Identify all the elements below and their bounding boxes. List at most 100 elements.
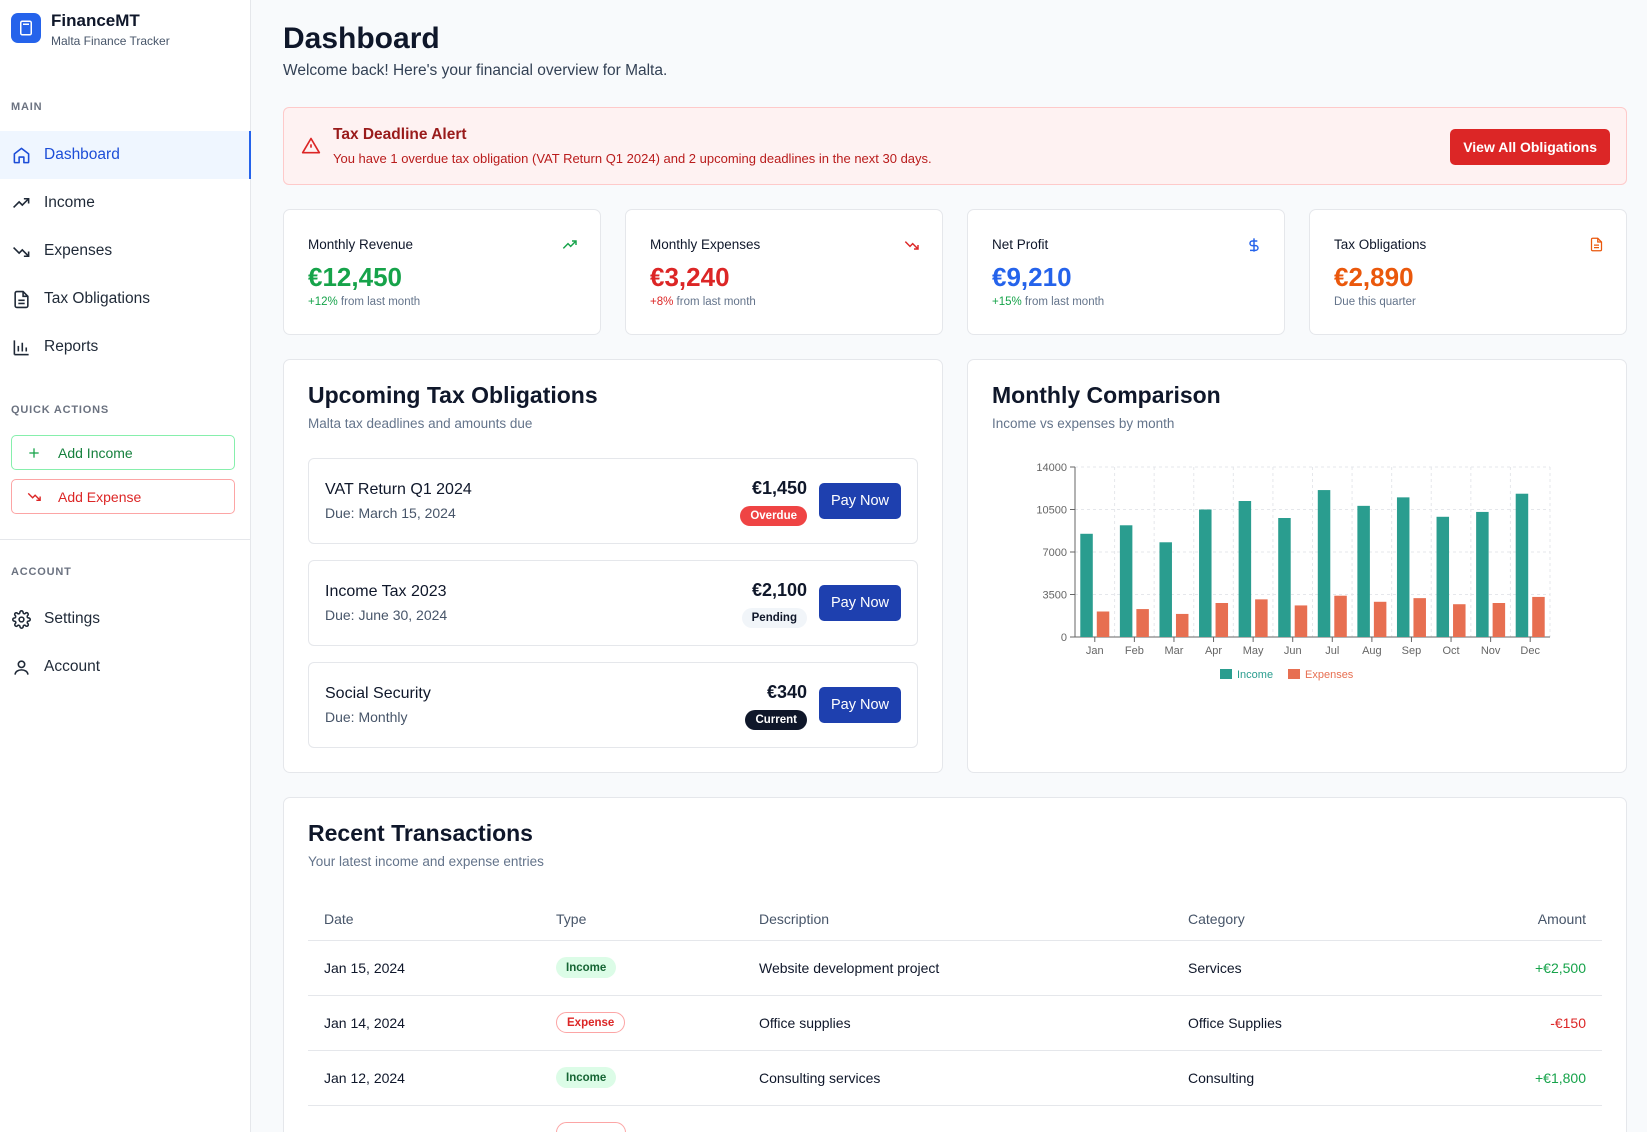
- obligation-amount: €2,100: [751, 580, 807, 600]
- status-badge: Current: [745, 710, 807, 730]
- sidebar-item-tax-obligations[interactable]: Tax Obligations: [0, 275, 251, 323]
- tx-date: Jan 15, 2024: [324, 960, 405, 976]
- nav-section-quick-actions: QUICK ACTIONS: [11, 404, 109, 416]
- x-tick-label: Oct: [1442, 645, 1459, 657]
- brand[interactable]: FinanceMT Malta Finance Tracker: [11, 11, 170, 48]
- table-row[interactable]: [308, 1106, 1602, 1132]
- bar-income: [1238, 501, 1252, 637]
- bar-income: [1476, 511, 1489, 637]
- pay-now-button[interactable]: Pay Now: [819, 585, 901, 621]
- alert-text: You have 1 overdue tax obligation (VAT R…: [333, 151, 932, 166]
- bar-income: [1199, 509, 1212, 637]
- pay-now-button[interactable]: Pay Now: [819, 483, 901, 519]
- bar-income: [1396, 497, 1410, 637]
- upcoming-tax-obligations-card: Upcoming Tax Obligations Malta tax deadl…: [283, 359, 943, 773]
- tx-category: Office Supplies: [1188, 1015, 1282, 1031]
- tx-amount: -€150: [1550, 1015, 1586, 1031]
- sidebar-item-expenses[interactable]: Expenses: [0, 227, 251, 275]
- stat-label: Monthly Expenses: [650, 237, 761, 252]
- stat-card-net-profit: Net Profit €9,210 +15% from last month: [967, 209, 1285, 335]
- card-subtitle: Income vs expenses by month: [992, 416, 1175, 431]
- column-header-category[interactable]: Category: [1188, 911, 1245, 927]
- legend-label: Income: [1237, 669, 1273, 681]
- y-tick-label: 7000: [1043, 547, 1067, 559]
- bar-income: [1159, 542, 1172, 637]
- bar-income: [1278, 518, 1291, 637]
- tx-category: Services: [1188, 960, 1242, 976]
- card-subtitle: Your latest income and expense entries: [308, 854, 544, 869]
- stat-label: Tax Obligations: [1334, 237, 1427, 252]
- table-row[interactable]: Jan 15, 2024 Income Website development …: [308, 941, 1602, 996]
- document-icon: [1589, 237, 1604, 257]
- sidebar-item-income[interactable]: Income: [0, 179, 251, 227]
- nav-section-main: MAIN: [11, 101, 43, 113]
- status-badge: Overdue: [740, 506, 807, 526]
- bar-income: [1515, 493, 1529, 637]
- bar-income: [1357, 505, 1370, 637]
- legend-swatch: [1288, 669, 1300, 679]
- stat-card-tax-obligations: Tax Obligations €2,890 Due this quarter: [1309, 209, 1627, 335]
- x-tick-label: Jan: [1086, 645, 1104, 657]
- y-tick-label: 14000: [1036, 462, 1067, 474]
- pay-now-button[interactable]: Pay Now: [819, 687, 901, 723]
- sidebar-item-label: Settings: [44, 610, 101, 627]
- card-subtitle: Malta tax deadlines and amounts due: [308, 416, 533, 431]
- x-tick-label: Dec: [1520, 645, 1540, 657]
- tx-description: Website development project: [759, 960, 940, 976]
- table-row[interactable]: Jan 12, 2024 Income Consulting services …: [308, 1051, 1602, 1106]
- stat-label: Net Profit: [992, 237, 1049, 252]
- sidebar-item-label: Income: [44, 194, 95, 211]
- x-tick-label: Jul: [1325, 645, 1339, 657]
- sidebar-item-settings[interactable]: Settings: [0, 595, 251, 643]
- bar-expenses: [1453, 604, 1466, 637]
- stat-note: Due this quarter: [1334, 296, 1416, 308]
- warning-icon: [301, 136, 321, 161]
- x-tick-label: Aug: [1362, 645, 1382, 657]
- tax-deadline-alert: Tax Deadline Alert You have 1 overdue ta…: [283, 107, 1627, 185]
- card-title: Monthly Comparison: [992, 382, 1221, 408]
- tx-amount: +€2,500: [1535, 960, 1586, 976]
- card-title: Upcoming Tax Obligations: [308, 382, 598, 408]
- calculator-icon: [11, 13, 41, 43]
- column-header-date[interactable]: Date: [324, 911, 354, 927]
- stat-value: €2,890: [1334, 262, 1414, 292]
- bar-income: [1119, 525, 1133, 637]
- sidebar-item-dashboard[interactable]: Dashboard: [0, 131, 251, 179]
- x-tick-label: May: [1243, 645, 1264, 657]
- bar-income: [1317, 490, 1331, 637]
- monthly-comparison-card: Monthly Comparison Income vs expenses by…: [967, 359, 1627, 773]
- bar-expenses: [1175, 613, 1189, 637]
- user-icon: [11, 657, 31, 677]
- obligation-due: Due: March 15, 2024: [325, 505, 456, 521]
- gear-icon: [11, 609, 31, 629]
- column-header-description[interactable]: Description: [759, 911, 830, 927]
- tx-description: Office supplies: [759, 1015, 851, 1031]
- table-row[interactable]: Jan 14, 2024 Expense Office supplies Off…: [308, 996, 1602, 1051]
- bar-expenses: [1096, 611, 1110, 637]
- page-title: Dashboard: [283, 22, 440, 55]
- stat-card-monthly-revenue: Monthly Revenue €12,450 +12% from last m…: [283, 209, 601, 335]
- tx-type-badge: Income: [556, 957, 617, 978]
- column-header-type[interactable]: Type: [556, 911, 587, 927]
- sidebar-item-account[interactable]: Account: [0, 643, 251, 691]
- nav-section-account: ACCOUNT: [11, 566, 72, 578]
- legend-swatch: [1220, 669, 1232, 679]
- plus-icon: [26, 445, 42, 461]
- sidebar-item-label: Dashboard: [44, 146, 120, 163]
- tx-type-badge: Expense: [556, 1012, 626, 1033]
- tx-type-badge: [556, 1122, 626, 1132]
- tx-date: Jan 14, 2024: [324, 1015, 405, 1031]
- view-all-obligations-button[interactable]: View All Obligations: [1450, 129, 1610, 165]
- status-badge: Pending: [741, 608, 807, 628]
- sidebar-item-label: Account: [44, 658, 101, 675]
- stat-note: +8% from last month: [650, 296, 756, 308]
- bar-chart-icon: [11, 337, 31, 357]
- trending-down-icon: [11, 241, 31, 261]
- sidebar-item-reports[interactable]: Reports: [0, 323, 251, 371]
- obligation-due: Due: June 30, 2024: [325, 607, 448, 623]
- add-expense-button[interactable]: Add Expense: [11, 479, 235, 514]
- recent-transactions-card: Recent Transactions Your latest income a…: [283, 797, 1627, 1132]
- tx-category: Consulting: [1188, 1070, 1255, 1086]
- add-income-button[interactable]: Add Income: [11, 435, 235, 470]
- column-header-amount[interactable]: Amount: [1537, 911, 1586, 927]
